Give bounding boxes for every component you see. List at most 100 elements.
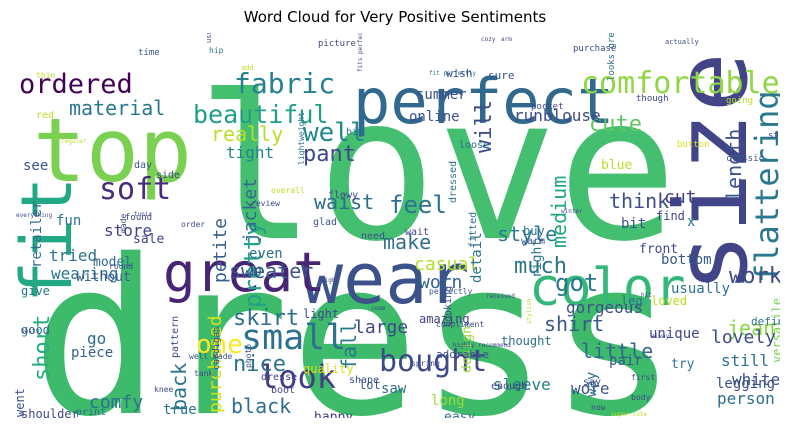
word-order: order	[181, 220, 205, 229]
word-adorable: adorable	[436, 348, 489, 361]
word-button: button	[677, 140, 710, 150]
word-front: front	[639, 242, 678, 257]
word-store: store	[104, 221, 152, 240]
word-buy: buy	[523, 224, 545, 238]
word-though: though	[636, 94, 669, 104]
word-happy: happy	[314, 410, 353, 418]
word-red: red	[36, 110, 54, 121]
word-cute: cute	[589, 112, 642, 137]
word-long: long	[431, 393, 465, 409]
word-add: add	[241, 64, 254, 72]
word-summer: summer	[416, 87, 467, 103]
word-cloud-area: dress love top size perfect wear fit great color…	[11, 33, 780, 418]
word-soft: soft	[99, 172, 171, 207]
word-comfy: comfy	[89, 392, 143, 413]
word-nice: nice	[233, 352, 286, 377]
word-gorgeous: gorgeous	[566, 298, 643, 317]
word-bought: bought	[379, 344, 487, 379]
word-good: good	[21, 323, 50, 337]
word-amazing: amazing	[419, 312, 470, 326]
word-casual: casual	[414, 254, 479, 275]
word-sweater: sweater	[229, 259, 313, 283]
word-piece: piece	[71, 345, 113, 361]
word-unique: unique	[649, 326, 700, 342]
word-beautiful: beautiful	[193, 100, 328, 129]
word-comfortable: comfortable	[581, 66, 780, 101]
word-day: day	[134, 160, 152, 171]
word-alway: alway	[651, 333, 669, 340]
word-big: big	[346, 127, 364, 138]
word-make: make	[383, 230, 431, 254]
word-way: way	[584, 372, 600, 397]
word-feminine: feminine	[711, 416, 764, 418]
word-sale: sale	[133, 232, 164, 247]
word-highly-recommend: highly recommend	[453, 342, 511, 349]
word-length: length	[722, 129, 746, 201]
word-great: great	[163, 241, 326, 304]
word-review: review	[251, 199, 280, 208]
word-try: try	[671, 357, 695, 372]
word-well: well	[303, 118, 366, 148]
word-perfectly: perfectly	[429, 287, 473, 296]
word-wear: wear	[301, 238, 470, 320]
word-black: black	[231, 394, 291, 418]
word-versatile: versatile	[770, 298, 780, 363]
word-material: material	[69, 96, 165, 120]
word-sleeve: sleeve	[493, 375, 551, 394]
word-thought: thought	[501, 334, 552, 348]
word-runblouse: runblouse	[514, 106, 601, 125]
word-loose: loose	[459, 140, 489, 151]
word-regular: regular	[61, 138, 87, 145]
word-wait: wait	[405, 227, 429, 238]
word-see: see	[23, 158, 48, 174]
word-everything: everything	[16, 212, 53, 219]
word-fabric: fabric	[234, 67, 335, 100]
word-purchase: purchase	[573, 44, 616, 54]
word-work: work	[729, 264, 780, 289]
word-might: might	[321, 277, 339, 284]
word-love: love	[196, 53, 678, 286]
word-online: online	[409, 109, 460, 125]
chart-title: Word Cloud for Very Positive Sentiments	[243, 8, 547, 26]
word-jean: jean	[727, 316, 775, 340]
word-shirt: shirt	[544, 312, 604, 336]
word-one: one	[196, 330, 243, 360]
word-will: will	[472, 100, 497, 153]
word-flattering: flattering	[748, 90, 780, 283]
word-much: much	[514, 254, 567, 279]
word-fall: fall	[337, 322, 361, 370]
word-boot: boot	[271, 385, 295, 396]
word-usually-wear: usually wear	[205, 33, 213, 43]
word-now: now	[591, 403, 606, 412]
word-definitely: definitely	[751, 315, 780, 328]
word-tried: tried	[49, 246, 97, 265]
word-round: round	[109, 262, 133, 271]
word-loved: loved	[651, 294, 687, 308]
word-perfect: perfect	[353, 65, 614, 138]
word-need: need	[361, 231, 385, 242]
word-dressed: dressed	[448, 161, 459, 203]
word-without: without	[76, 270, 131, 285]
word-warm: warm	[521, 236, 545, 247]
word-arm: arm	[501, 36, 512, 43]
word-cut: cut	[664, 187, 697, 208]
word-pocket: pocket	[531, 102, 564, 112]
word-skirt: skirt	[233, 306, 299, 331]
word-top: top	[33, 99, 192, 202]
word-come: come	[371, 305, 386, 312]
word-white: white	[732, 370, 780, 389]
word-thin: thin	[36, 71, 55, 80]
word-leg: leg	[621, 294, 643, 308]
word-side: side	[156, 170, 180, 181]
word-tank: tank	[194, 369, 213, 378]
word-back: back	[167, 363, 191, 411]
word-lot: lot	[359, 378, 381, 392]
word-quality: quality	[303, 362, 354, 376]
word-fit: fit	[11, 177, 88, 303]
word-think: think	[609, 189, 669, 213]
word-feel: feel	[389, 191, 447, 219]
word-stretch: stretch	[768, 131, 780, 141]
word-easy: easy	[444, 410, 475, 418]
word-design: design	[460, 326, 475, 373]
word-usually: usually	[671, 281, 730, 297]
